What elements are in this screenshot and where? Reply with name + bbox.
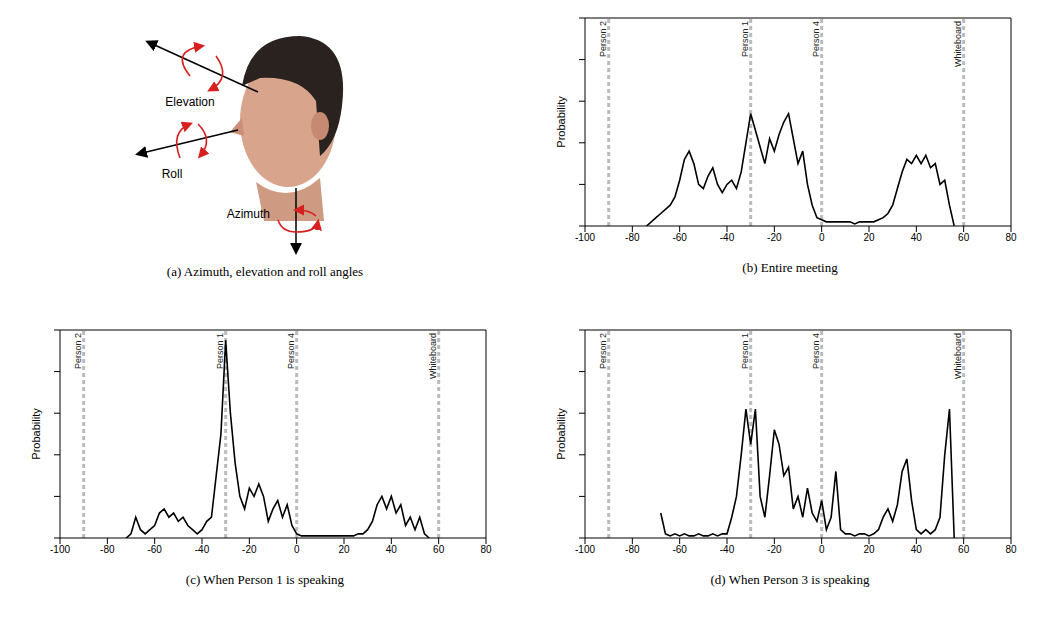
html-text:(b) Entire meeting: (b) Entire meeting: [742, 260, 838, 275]
svg-text:-100: -100: [50, 544, 70, 555]
svg-text:Person 4: Person 4: [811, 21, 821, 57]
svg-text:-60: -60: [672, 232, 687, 243]
svg-text:80: 80: [1005, 232, 1017, 243]
svg-text:60: 60: [958, 544, 970, 555]
svg-text:-60: -60: [672, 544, 687, 555]
html-text:(c) When Person 1 is speaking: (c) When Person 1 is speaking: [185, 572, 345, 587]
svg-text:Person 4: Person 4: [811, 333, 821, 369]
svg-text:-80: -80: [625, 232, 640, 243]
svg-text:20: 20: [863, 232, 875, 243]
svg-text:Person 4: Person 4: [286, 333, 296, 369]
html-text:(d) When Person 3 is speaking: (d) When Person 3 is speaking: [710, 572, 870, 587]
svg-text:Roll: Roll: [162, 167, 183, 181]
svg-text:Whiteboard: Whiteboard: [953, 333, 963, 379]
svg-text:Person 1: Person 1: [740, 21, 750, 57]
svg-text:20: 20: [863, 544, 875, 555]
svg-text:-100: -100: [575, 544, 595, 555]
svg-text:0: 0: [294, 544, 300, 555]
svg-text:-100: -100: [575, 232, 595, 243]
svg-text:0: 0: [819, 232, 825, 243]
svg-text:80: 80: [480, 544, 492, 555]
svg-text:80: 80: [1005, 544, 1017, 555]
svg-text:Person 2: Person 2: [598, 21, 608, 57]
svg-text:-20: -20: [242, 544, 257, 555]
svg-text:Probability: Probability: [555, 96, 567, 148]
svg-text:40: 40: [386, 544, 398, 555]
svg-text:Azimuth: Azimuth: [227, 207, 270, 221]
svg-text:0: 0: [819, 544, 825, 555]
svg-text:60: 60: [958, 232, 970, 243]
svg-text:-60: -60: [147, 544, 162, 555]
svg-text:Person 2: Person 2: [598, 333, 608, 369]
svg-text:-40: -40: [720, 544, 735, 555]
svg-text:20: 20: [338, 544, 350, 555]
svg-text:40: 40: [911, 544, 923, 555]
svg-text:-40: -40: [720, 232, 735, 243]
svg-text:Person 2: Person 2: [73, 333, 83, 369]
svg-text:60: 60: [433, 544, 445, 555]
svg-text:-80: -80: [625, 544, 640, 555]
svg-text:Whiteboard: Whiteboard: [428, 333, 438, 379]
svg-text:Person 1: Person 1: [740, 333, 750, 369]
svg-text:40: 40: [911, 232, 923, 243]
svg-text:-20: -20: [767, 544, 782, 555]
svg-text:Probability: Probability: [30, 408, 42, 460]
html-text:(a) Azimuth, elevation and rol: (a) Azimuth, elevation and roll angles: [166, 264, 364, 279]
svg-text:Person 1: Person 1: [215, 333, 225, 369]
svg-text:Elevation: Elevation: [165, 95, 214, 109]
svg-text:Probability: Probability: [555, 408, 567, 460]
svg-text:Whiteboard: Whiteboard: [953, 21, 963, 67]
svg-text:-40: -40: [195, 544, 210, 555]
svg-text:-80: -80: [100, 544, 115, 555]
svg-text:-20: -20: [767, 232, 782, 243]
